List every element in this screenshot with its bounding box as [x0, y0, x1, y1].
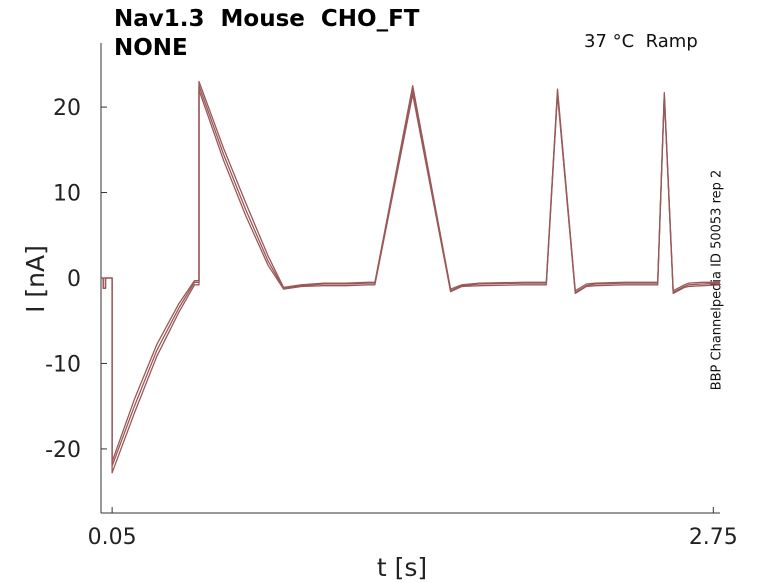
chart-traces — [101, 80, 721, 474]
y-tick-label: 20 — [53, 96, 81, 121]
x-tick-label: 0.05 — [88, 525, 137, 550]
x-axis-label: t [s] — [377, 553, 427, 582]
condition-label: 37 °C Ramp — [584, 31, 698, 52]
x-tick-label: 2.75 — [689, 525, 738, 550]
current-trace-2 — [101, 80, 720, 463]
chart-title-line1: Nav1.3 Mouse CHO_FT — [114, 6, 420, 32]
chart-title-line2: NONE — [114, 35, 188, 61]
y-tick-label: 10 — [53, 182, 81, 207]
current-trace-1 — [101, 85, 721, 467]
y-tick-label: -10 — [45, 352, 81, 377]
y-axis-label: I [nA] — [21, 245, 50, 313]
chart-axes: 20 10 0 -10 -20 0.05 2.75 — [45, 43, 738, 550]
y-tick-label: -20 — [45, 438, 81, 463]
y-tick-label: 0 — [67, 267, 81, 292]
current-trace-3 — [101, 89, 721, 474]
